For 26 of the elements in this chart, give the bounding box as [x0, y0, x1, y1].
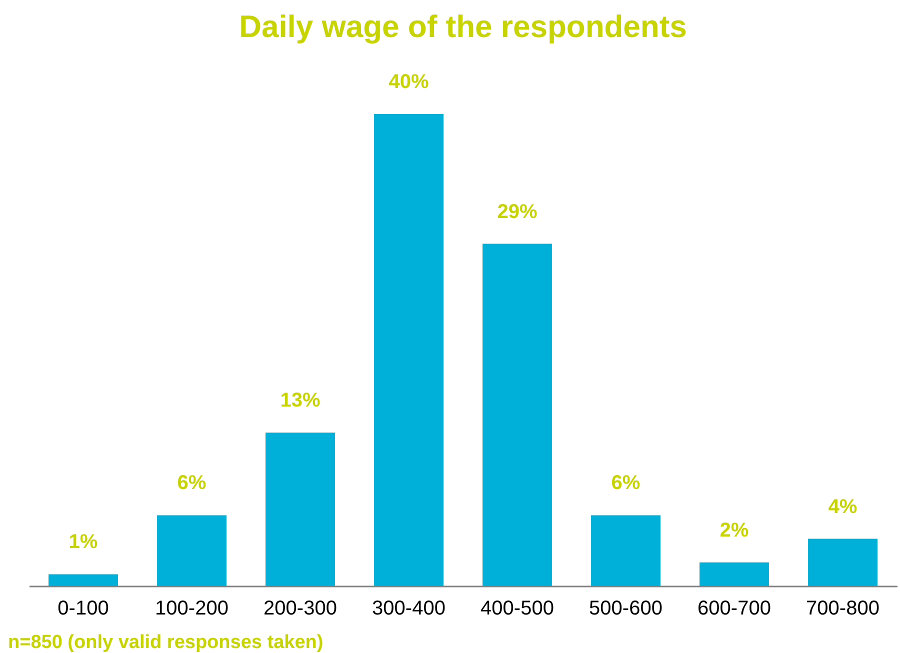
bar: [700, 562, 769, 586]
data-label: 1%: [68, 531, 98, 554]
bar: [266, 432, 335, 586]
bar: [482, 244, 552, 586]
x-tick-label: 200-300: [264, 598, 337, 620]
data-label: 2%: [720, 519, 749, 542]
bar: [157, 515, 226, 586]
data-label: 40%: [388, 71, 429, 93]
data-label: 6%: [177, 472, 206, 494]
x-tick-label: 700-800: [806, 598, 880, 620]
data-label: 4%: [828, 496, 858, 518]
data-label: 29%: [497, 200, 538, 223]
x-tick-label: 500-600: [589, 598, 662, 620]
bar: [808, 538, 878, 586]
bar: [374, 114, 444, 586]
x-tick-label: 0-100: [58, 598, 109, 620]
data-label: 6%: [611, 472, 640, 494]
text: n=850 (only valid responses taken): [8, 632, 324, 653]
x-tick-label: 400-500: [480, 598, 554, 620]
x-tick-label: 300-400: [372, 598, 446, 620]
bar: [48, 574, 118, 586]
x-tick-label: 600-700: [698, 598, 771, 620]
chart-title: Daily wage of the respondents: [239, 9, 687, 44]
data-label: 13%: [280, 390, 320, 412]
x-tick-label: 100-200: [155, 598, 228, 620]
bar: [591, 515, 660, 586]
